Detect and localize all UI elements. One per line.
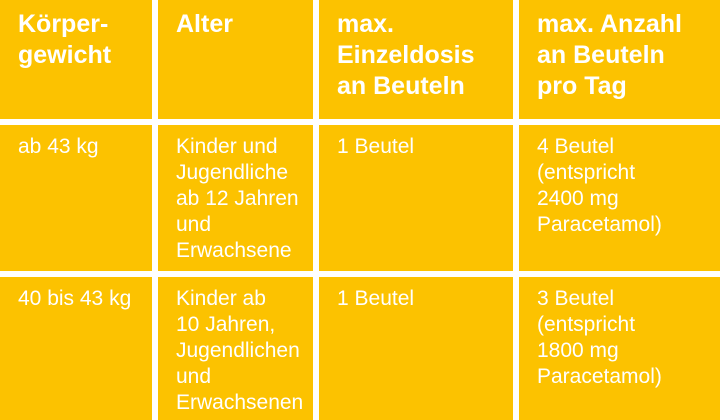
cell-row2-anzahl-pro-tag: 3 Beutel (entspricht 1800 mg Paracetamol… bbox=[519, 277, 720, 420]
header-cell-max-anzahl-pro-tag: max. Anzahl an Beuteln pro Tag bbox=[519, 0, 720, 119]
cell-row1-alter: Kinder und Jugendliche ab 12 Jahren und … bbox=[158, 125, 313, 271]
cell-row1-einzeldosis: 1 Beutel bbox=[319, 125, 513, 271]
cell-row1-koerpergewicht: ab 43 kg bbox=[0, 125, 152, 271]
header-cell-alter: Alter bbox=[158, 0, 313, 119]
cell-row2-alter: Kinder ab 10 Jahren, Jugendlichen und Er… bbox=[158, 277, 313, 420]
header-cell-max-einzeldosis: max. Einzeldosis an Beuteln bbox=[319, 0, 513, 119]
cell-row2-koerpergewicht: 40 bis 43 kg bbox=[0, 277, 152, 420]
header-cell-koerpergewicht: Körper- gewicht bbox=[0, 0, 152, 119]
cell-row2-einzeldosis: 1 Beutel bbox=[319, 277, 513, 420]
cell-row1-anzahl-pro-tag: 4 Beutel (entspricht 2400 mg Paracetamol… bbox=[519, 125, 720, 271]
